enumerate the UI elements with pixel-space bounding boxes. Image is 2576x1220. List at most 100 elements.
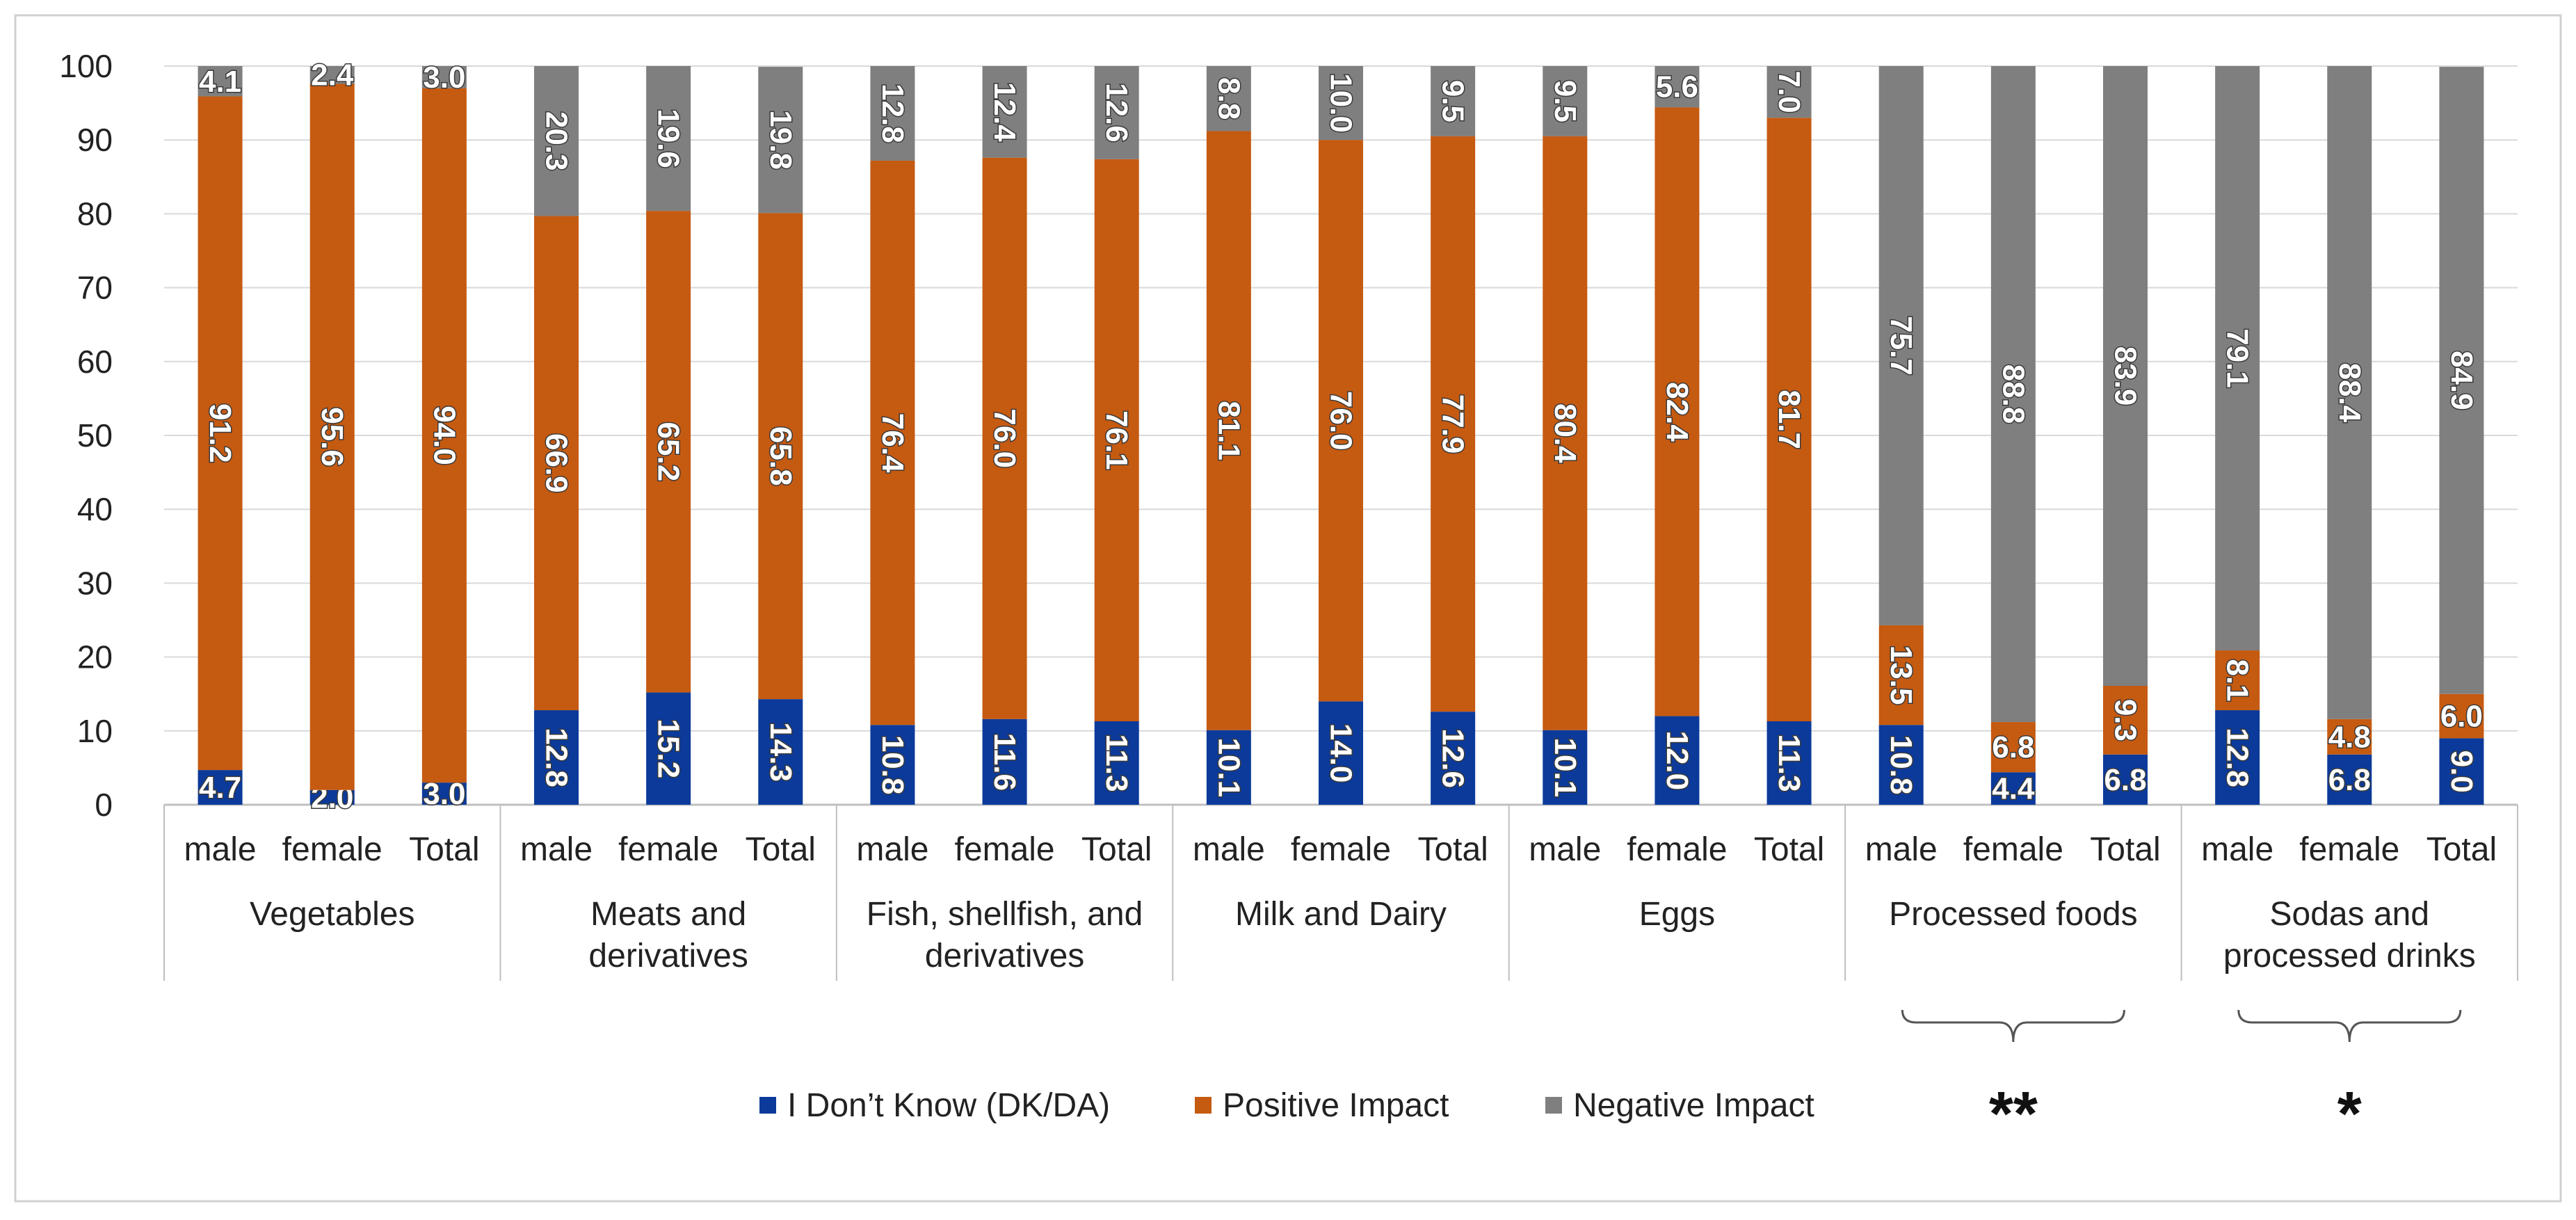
positive-segment	[758, 213, 803, 700]
legend-label-positive: Positive Impact	[1223, 1087, 1449, 1124]
data-label: 9.5	[1548, 80, 1582, 122]
data-label: 5.6	[1656, 70, 1698, 104]
significance-marker: **	[1989, 1079, 2038, 1149]
data-label: 8.8	[1211, 77, 1246, 120]
x-category-label: female	[2299, 831, 2399, 868]
group-label: Fish, shellfish, and	[867, 896, 1143, 933]
data-label: 14.3	[764, 722, 798, 782]
legend: I Don’t Know (DK/DA) Positive Impact Negat…	[759, 1087, 1814, 1124]
positive-segment	[1431, 136, 1476, 712]
dk-segment	[1990, 772, 2036, 805]
x-category-label: Total	[409, 831, 479, 868]
y-tick-label: 100	[59, 48, 113, 84]
data-label: 6.0	[2440, 700, 2483, 734]
dk-segment	[758, 699, 803, 805]
dk-segment	[982, 719, 1027, 805]
negative-segment	[1655, 66, 1700, 108]
data-label: 79.1	[2221, 328, 2255, 388]
y-tick-label: 50	[77, 417, 113, 454]
positive-segment	[1094, 159, 1139, 721]
data-label: 2.4	[311, 58, 354, 93]
positive-segment	[870, 160, 915, 725]
data-label: 4.7	[199, 771, 241, 805]
positive-segment	[2215, 650, 2260, 711]
x-category-label: Total	[1754, 831, 1824, 868]
x-category-label: male	[1193, 831, 1265, 868]
legend-swatch-dk	[759, 1097, 776, 1114]
positive-segment	[982, 157, 1027, 719]
data-label: 14.0	[1324, 723, 1358, 783]
negative-segment	[1206, 66, 1251, 131]
x-category-label: Total	[1417, 831, 1488, 868]
positive-segment	[1766, 118, 1812, 721]
group-label: Eggs	[1639, 896, 1715, 933]
data-label: 80.4	[1548, 403, 1582, 463]
data-label: 95.6	[315, 407, 349, 467]
data-label: 11.3	[1772, 734, 1806, 792]
legend-swatch-positive	[1195, 1097, 1211, 1114]
x-category-label: male	[856, 831, 928, 868]
data-label: 65.2	[652, 422, 686, 482]
data-label: 4.1	[199, 65, 241, 99]
negative-segment	[1766, 66, 1812, 118]
x-category-label: male	[1529, 831, 1601, 868]
x-category-label: Total	[2426, 831, 2497, 868]
group-label: Milk and Dairy	[1235, 896, 1447, 933]
positive-segment	[1878, 625, 1924, 725]
group-label: processed drinks	[2223, 938, 2476, 974]
dk-segment	[1431, 712, 1476, 805]
negative-segment	[1543, 66, 1588, 136]
data-label: 84.9	[2445, 351, 2479, 410]
negative-segment	[1878, 66, 1924, 625]
data-label: 10.0	[1324, 73, 1358, 133]
group-label: derivatives	[588, 938, 748, 974]
bar-group-0: 4.791.24.1male2.095.62.4female3.094.03.0…	[184, 57, 480, 933]
data-label: 6.8	[2104, 763, 2146, 797]
negative-segment	[198, 66, 243, 97]
data-label: 6.8	[1992, 730, 2034, 764]
data-label: 91.2	[203, 403, 237, 463]
data-label: 12.8	[540, 728, 574, 787]
data-label: 19.8	[764, 110, 798, 170]
positive-segment	[2103, 686, 2148, 755]
dk-segment	[870, 725, 915, 805]
data-label: 10.1	[1211, 738, 1246, 798]
y-tick-label: 80	[77, 195, 113, 232]
group-label: Meats and	[590, 896, 746, 933]
positive-segment	[198, 96, 243, 771]
negative-segment	[982, 66, 1027, 158]
significance-brace	[2237, 1009, 2462, 1043]
dk-segment	[1655, 716, 1700, 805]
dk-segment	[2327, 754, 2372, 805]
negative-segment	[309, 66, 355, 84]
positive-segment	[534, 216, 579, 711]
positive-segment	[2327, 719, 2372, 755]
dk-segment	[1766, 721, 1812, 805]
dk-segment	[534, 710, 579, 805]
data-label: 10.8	[876, 735, 910, 795]
positive-segment	[1655, 107, 1700, 716]
negative-segment	[534, 66, 579, 216]
negative-segment	[1990, 66, 2036, 723]
x-category-label: female	[1627, 831, 1727, 868]
positive-segment	[421, 88, 467, 783]
data-label: 11.3	[1100, 734, 1134, 792]
bar-group-2: 10.8 76.4 12.8 male 11.6 76.0 12.4 female 11.3 76…	[856, 66, 1152, 974]
data-label: 19.6	[652, 109, 686, 168]
dk-segment	[1319, 701, 1363, 805]
negative-segment	[870, 66, 915, 161]
data-label: 81.7	[1772, 390, 1806, 449]
data-label: 65.8	[764, 426, 798, 486]
data-label: 94.0	[427, 406, 461, 465]
data-label: 66.9	[540, 433, 574, 493]
positive-segment	[646, 211, 691, 693]
dk-segment	[646, 692, 691, 805]
data-label: 3.0	[423, 61, 465, 95]
data-label: 10.1	[1548, 738, 1582, 798]
data-label: 83.9	[2109, 346, 2143, 406]
data-label: 75.7	[1884, 316, 1918, 376]
x-category-label: female	[1291, 831, 1391, 868]
y-tick-label: 90	[77, 122, 113, 158]
negative-segment	[2327, 66, 2372, 719]
x-category-label: male	[520, 831, 593, 868]
